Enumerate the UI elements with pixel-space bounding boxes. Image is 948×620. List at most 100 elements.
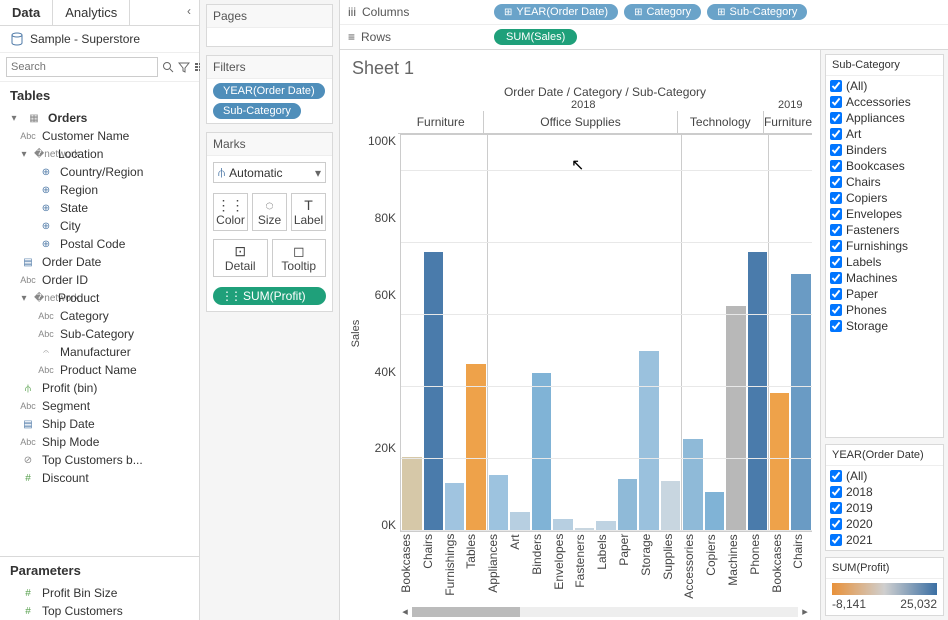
field-segment[interactable]: AbcSegment — [0, 397, 199, 415]
search-input[interactable] — [6, 57, 158, 77]
bar[interactable] — [510, 512, 529, 532]
columns-pill[interactable]: ⊞Category — [624, 4, 701, 20]
bar[interactable] — [748, 252, 767, 531]
filter-checkbox-row[interactable]: (All) — [830, 78, 939, 94]
marks-tooltip-button[interactable]: ◻Tooltip — [272, 239, 327, 277]
table-orders[interactable]: ▾▦Orders — [0, 109, 199, 127]
columns-pill[interactable]: ⊞YEAR(Order Date) — [494, 4, 618, 20]
filter-checkbox-row[interactable]: Labels — [830, 254, 939, 270]
checkbox[interactable] — [830, 128, 842, 140]
sheet-title[interactable]: Sheet 1 — [348, 56, 812, 85]
filter-icon[interactable] — [178, 58, 190, 76]
field-order-id[interactable]: AbcOrder ID — [0, 271, 199, 289]
scrollbar-thumb[interactable] — [412, 607, 520, 617]
marks-label-button[interactable]: TLabel — [291, 193, 326, 231]
field-state[interactable]: ⊕State — [0, 199, 199, 217]
filter-checkbox-row[interactable]: Furnishings — [830, 238, 939, 254]
checkbox[interactable] — [830, 208, 842, 220]
checkbox[interactable] — [830, 176, 842, 188]
field-postal-code[interactable]: ⊕Postal Code — [0, 235, 199, 253]
filter-checkbox-row[interactable]: Chairs — [830, 174, 939, 190]
filter-pill[interactable]: YEAR(Order Date) — [213, 83, 325, 99]
filter-checkbox-row[interactable]: Phones — [830, 302, 939, 318]
bar[interactable] — [639, 351, 658, 531]
marks-color-button[interactable]: ⋮⋮Color — [213, 193, 248, 231]
columns-pill[interactable]: ⊞Sub-Category — [707, 4, 807, 20]
bar[interactable] — [618, 479, 637, 531]
scrollbar-track[interactable] — [412, 607, 798, 617]
field-region[interactable]: ⊕Region — [0, 181, 199, 199]
datasource-row[interactable]: Sample - Superstore — [0, 26, 199, 52]
marks-pill-sum-profit[interactable]: SUM(Profit) — [213, 287, 326, 305]
filter-checkbox-row[interactable]: Appliances — [830, 110, 939, 126]
filter-checkbox-row[interactable]: 2018 — [830, 484, 939, 500]
field-order-date[interactable]: ▤Order Date — [0, 253, 199, 271]
checkbox[interactable] — [830, 486, 842, 498]
marks-size-button[interactable]: ◌Size — [252, 193, 287, 231]
field-manufacturer[interactable]: 𝄐Manufacturer — [0, 343, 199, 361]
pages-card[interactable]: Pages — [206, 4, 333, 47]
filter-checkbox-row[interactable]: Fasteners — [830, 222, 939, 238]
expand-icon[interactable]: ▾ — [8, 113, 20, 124]
filter-checkbox-row[interactable]: Paper — [830, 286, 939, 302]
filter-checkbox-row[interactable]: (All) — [830, 468, 939, 484]
bar[interactable] — [683, 439, 702, 531]
field-discount[interactable]: #Discount — [0, 469, 199, 487]
filter-checkbox-row[interactable]: Storage — [830, 318, 939, 334]
bar[interactable] — [532, 373, 551, 532]
field-city[interactable]: ⊕City — [0, 217, 199, 235]
field-location[interactable]: ▾�networkLocation — [0, 145, 199, 163]
field-product-name[interactable]: AbcProduct Name — [0, 361, 199, 379]
filter-checkbox-row[interactable]: Accessories — [830, 94, 939, 110]
checkbox[interactable] — [830, 224, 842, 236]
rows-pill[interactable]: SUM(Sales) — [494, 29, 577, 45]
search-icon[interactable] — [162, 58, 174, 76]
filter-checkbox-row[interactable]: 2019 — [830, 500, 939, 516]
checkbox[interactable] — [830, 112, 842, 124]
checkbox[interactable] — [830, 160, 842, 172]
checkbox[interactable] — [830, 96, 842, 108]
bar-chart[interactable]: ↖ — [400, 134, 812, 532]
filter-checkbox-row[interactable]: Copiers — [830, 190, 939, 206]
bar[interactable] — [466, 364, 485, 532]
scroll-right-icon[interactable]: ▸ — [798, 605, 812, 618]
checkbox[interactable] — [830, 304, 842, 316]
expand-icon[interactable]: ▾ — [18, 293, 30, 304]
bar[interactable] — [402, 457, 421, 531]
field-ship-date[interactable]: ▤Ship Date — [0, 415, 199, 433]
bar[interactable] — [705, 492, 724, 532]
filter-pill[interactable]: Sub-Category — [213, 103, 301, 119]
filters-card[interactable]: Filters YEAR(Order Date)Sub-Category — [206, 55, 333, 124]
scroll-left-icon[interactable]: ◂ — [398, 605, 412, 618]
checkbox[interactable] — [830, 240, 842, 252]
year-filter-card[interactable]: YEAR(Order Date) (All)2018201920202021 — [825, 444, 944, 551]
profit-legend-card[interactable]: SUM(Profit) -8,141 25,032 — [825, 557, 944, 616]
checkbox[interactable] — [830, 534, 842, 546]
checkbox[interactable] — [830, 80, 842, 92]
field-country-region[interactable]: ⊕Country/Region — [0, 163, 199, 181]
tab-analytics[interactable]: Analytics — [53, 0, 130, 25]
checkbox[interactable] — [830, 470, 842, 482]
columns-shelf[interactable]: iiiColumns ⊞YEAR(Order Date)⊞Category⊞Su… — [340, 0, 948, 25]
filter-checkbox-row[interactable]: Machines — [830, 270, 939, 286]
param-profit-bin-size[interactable]: #Profit Bin Size — [0, 584, 199, 602]
field-sub-category[interactable]: AbcSub-Category — [0, 325, 199, 343]
checkbox[interactable] — [830, 288, 842, 300]
field-customer-name[interactable]: AbcCustomer Name — [0, 127, 199, 145]
bar[interactable] — [770, 393, 789, 532]
rows-shelf[interactable]: ≡Rows SUM(Sales) — [340, 25, 948, 49]
bar[interactable] — [661, 481, 680, 531]
filter-checkbox-row[interactable]: 2020 — [830, 516, 939, 532]
filter-checkbox-row[interactable]: Art — [830, 126, 939, 142]
field-profit-bin[interactable]: ⫛Profit (bin) — [0, 379, 199, 397]
field-top-customers[interactable]: ⊘Top Customers b... — [0, 451, 199, 469]
bar[interactable] — [445, 483, 464, 532]
expand-icon[interactable]: ▾ — [18, 149, 30, 160]
checkbox[interactable] — [830, 144, 842, 156]
collapse-data-panel-icon[interactable]: ‹ — [179, 0, 199, 25]
field-ship-mode[interactable]: AbcShip Mode — [0, 433, 199, 451]
marks-type-dropdown[interactable]: ⫛ Automatic ▾ — [213, 162, 326, 183]
checkbox[interactable] — [830, 192, 842, 204]
bar[interactable] — [489, 475, 508, 531]
tab-data[interactable]: Data — [0, 0, 53, 25]
